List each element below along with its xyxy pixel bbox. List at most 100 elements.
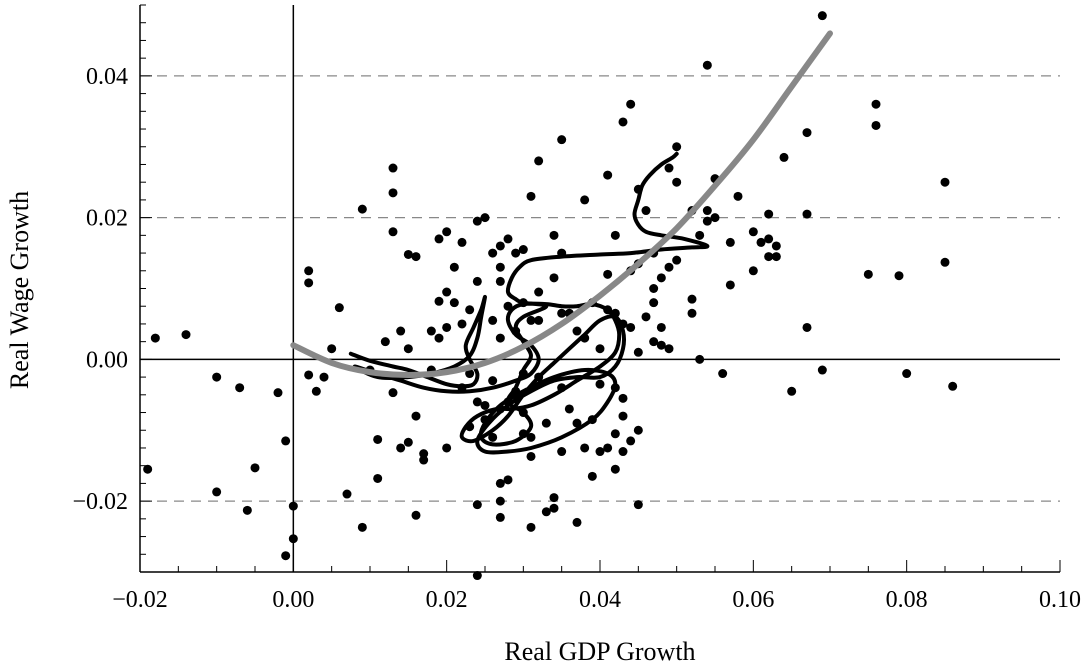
data-point bbox=[894, 271, 904, 281]
data-point bbox=[442, 322, 452, 332]
data-point bbox=[863, 269, 873, 279]
data-point bbox=[357, 204, 367, 214]
data-point bbox=[495, 333, 505, 343]
data-point bbox=[373, 434, 383, 444]
data-point bbox=[488, 315, 498, 325]
data-point bbox=[618, 117, 628, 127]
data-point bbox=[419, 449, 429, 459]
data-point bbox=[764, 252, 774, 262]
data-point bbox=[871, 99, 881, 109]
data-point bbox=[449, 262, 459, 272]
data-point bbox=[549, 493, 559, 503]
data-point bbox=[273, 388, 283, 398]
data-point bbox=[710, 213, 720, 223]
data-point bbox=[664, 163, 674, 173]
data-point bbox=[327, 344, 337, 354]
data-point bbox=[649, 298, 659, 308]
data-point bbox=[557, 308, 567, 318]
data-point bbox=[610, 230, 620, 240]
data-point bbox=[396, 326, 406, 336]
data-point bbox=[733, 191, 743, 201]
x-tick-label: 0.00 bbox=[272, 587, 314, 613]
data-point bbox=[549, 230, 559, 240]
data-point bbox=[472, 571, 482, 581]
data-point bbox=[541, 507, 551, 517]
data-point bbox=[396, 443, 406, 453]
data-point bbox=[465, 305, 475, 315]
y-tick-label: 0.04 bbox=[86, 64, 128, 90]
data-point bbox=[641, 312, 651, 322]
data-point bbox=[250, 463, 260, 473]
data-point bbox=[702, 216, 712, 226]
data-point bbox=[511, 248, 521, 258]
data-point bbox=[626, 322, 636, 332]
data-point bbox=[664, 344, 674, 354]
data-point bbox=[457, 237, 467, 247]
data-point bbox=[656, 273, 666, 283]
y-tick-label: 0.02 bbox=[86, 206, 128, 232]
data-point bbox=[771, 241, 781, 251]
data-point bbox=[181, 330, 191, 340]
data-point bbox=[902, 369, 912, 379]
data-point bbox=[465, 369, 475, 379]
grid-lines bbox=[140, 75, 1060, 502]
data-point bbox=[557, 135, 567, 145]
data-point bbox=[940, 177, 950, 187]
data-point bbox=[480, 213, 490, 223]
data-point bbox=[281, 551, 291, 561]
fit-curve bbox=[290, 30, 833, 379]
data-point bbox=[779, 152, 789, 162]
data-point bbox=[411, 510, 421, 520]
data-point bbox=[633, 425, 643, 435]
x-axis-title: Real GDP Growth bbox=[504, 637, 695, 666]
data-point bbox=[388, 188, 398, 198]
data-point bbox=[357, 522, 367, 532]
data-point bbox=[557, 447, 567, 457]
x-tick-label: 0.02 bbox=[426, 587, 468, 613]
data-point bbox=[488, 432, 498, 442]
data-point bbox=[595, 344, 605, 354]
data-point bbox=[618, 393, 628, 403]
data-point bbox=[403, 437, 413, 447]
data-point bbox=[143, 464, 153, 474]
data-point bbox=[388, 163, 398, 173]
data-point bbox=[580, 195, 590, 205]
data-point bbox=[572, 418, 582, 428]
data-point bbox=[541, 418, 551, 428]
data-point bbox=[334, 303, 344, 313]
data-point bbox=[304, 278, 314, 288]
data-point bbox=[580, 443, 590, 453]
data-point bbox=[472, 500, 482, 510]
data-point bbox=[656, 340, 666, 350]
data-point bbox=[725, 237, 735, 247]
data-point bbox=[480, 400, 490, 410]
data-point bbox=[495, 276, 505, 286]
trajectory-line bbox=[348, 151, 710, 455]
data-point bbox=[587, 471, 597, 481]
data-point bbox=[319, 372, 329, 382]
data-point bbox=[388, 388, 398, 398]
y-tick-label: −0.02 bbox=[72, 489, 128, 515]
data-point bbox=[526, 432, 536, 442]
data-point bbox=[311, 386, 321, 396]
data-point bbox=[603, 170, 613, 180]
data-point bbox=[802, 322, 812, 332]
data-point bbox=[702, 60, 712, 70]
data-point bbox=[526, 315, 536, 325]
data-point bbox=[656, 322, 666, 332]
data-point bbox=[595, 379, 605, 389]
data-point bbox=[695, 230, 705, 240]
data-point bbox=[603, 443, 613, 453]
data-point bbox=[756, 237, 766, 247]
x-tick-labels: −0.02 0.00 0.02 0.04 0.06 0.08 0.10 bbox=[112, 587, 1081, 613]
data-point bbox=[442, 443, 452, 453]
data-point bbox=[603, 269, 613, 279]
data-point bbox=[488, 376, 498, 386]
data-point bbox=[503, 301, 513, 311]
data-point bbox=[672, 177, 682, 187]
data-point bbox=[664, 262, 674, 272]
data-point bbox=[534, 315, 544, 325]
data-point bbox=[672, 255, 682, 265]
data-point bbox=[771, 252, 781, 262]
data-point bbox=[442, 287, 452, 297]
